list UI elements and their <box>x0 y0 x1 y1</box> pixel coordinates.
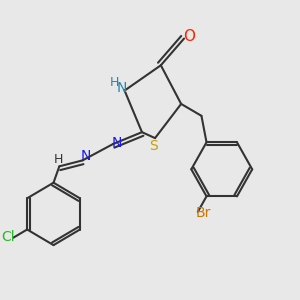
Text: N: N <box>111 136 122 151</box>
Text: N: N <box>80 149 91 163</box>
Text: Br: Br <box>195 206 211 220</box>
Text: Cl: Cl <box>1 230 15 244</box>
Text: H: H <box>110 76 119 89</box>
Text: S: S <box>149 139 158 153</box>
Text: H: H <box>54 153 63 166</box>
Text: O: O <box>183 29 195 44</box>
Text: N: N <box>117 81 128 95</box>
